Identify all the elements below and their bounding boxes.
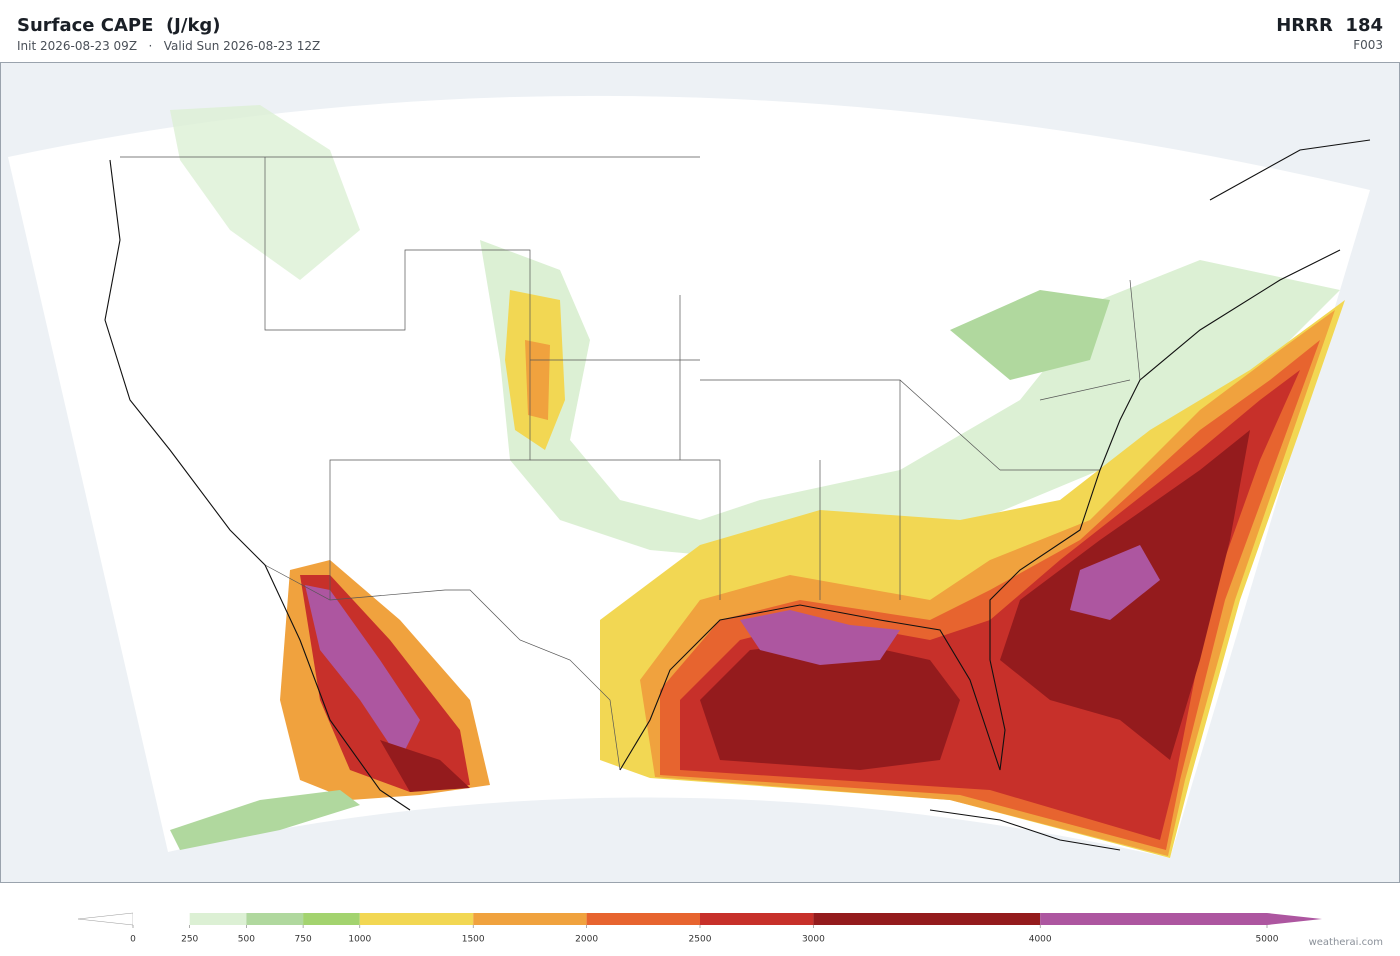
valid-time: Valid Sun 2026-08-23 12Z xyxy=(163,39,321,53)
colorbar-tick-label: 2500 xyxy=(689,935,712,945)
border-line xyxy=(264,157,531,600)
border-line xyxy=(530,295,1001,600)
field-orange xyxy=(525,340,550,420)
colorbar-segment xyxy=(246,913,304,925)
colorbar-extend-high xyxy=(1267,913,1322,925)
coastline xyxy=(104,159,411,811)
title: Surface CAPE (J/kg) xyxy=(17,15,221,36)
field-green xyxy=(170,790,360,850)
colorbar-extend-low xyxy=(77,912,134,926)
field-purple xyxy=(740,610,900,665)
colorbar-tick-label: 4000 xyxy=(1029,935,1052,945)
colorbar-segment xyxy=(1040,913,1267,925)
watermark: weatherai.com xyxy=(1309,937,1383,948)
field-green xyxy=(950,290,1110,380)
colorbar-segment xyxy=(359,913,474,925)
colorbar: 0 250 500 750 1000 1500 2000 2500 3000 4000 5000 xyxy=(77,912,1322,945)
colorbar-segment xyxy=(473,913,587,925)
colorbar-segment xyxy=(813,913,1041,925)
field-light xyxy=(480,240,1340,600)
colorbar-tick-label: 1500 xyxy=(462,935,485,945)
colorbar-tick-label: 0 xyxy=(130,935,136,945)
init-time: Init 2026-08-23 09Z xyxy=(17,39,138,53)
border-line xyxy=(264,564,621,771)
colorbar-tick-label: 2000 xyxy=(575,935,598,945)
map xyxy=(0,62,1400,883)
separator: · xyxy=(148,39,153,53)
colorbar-tick-label: 5000 xyxy=(1256,935,1279,945)
boundaries xyxy=(120,156,1141,771)
field-purple xyxy=(305,585,420,760)
subtitle: Init 2026-08-23 09Z · Valid Sun 2026-08-… xyxy=(17,39,320,53)
forecast-hour: F003 xyxy=(1353,38,1383,52)
coastlines xyxy=(104,139,1371,851)
colorbar-segment xyxy=(586,913,700,925)
colorbar-segment xyxy=(700,913,814,925)
field-purple xyxy=(1070,545,1160,620)
cape-field xyxy=(170,105,1345,858)
colorbar-tick-label: 250 xyxy=(181,935,198,945)
colorbar-tick-label: 3000 xyxy=(802,935,825,945)
colorbar-segment xyxy=(303,913,360,925)
model-run: HRRR 184 xyxy=(1276,15,1383,36)
colorbar-segment xyxy=(133,913,190,925)
field-dark-red xyxy=(700,640,960,770)
colorbar-tick-label: 750 xyxy=(295,935,312,945)
colorbar-tick-label: 1000 xyxy=(348,935,371,945)
coastline xyxy=(1209,139,1371,201)
colorbar-tick-label: 500 xyxy=(238,935,255,945)
coastline xyxy=(929,809,1121,851)
colorbar-segment xyxy=(189,913,247,925)
field-dark-red xyxy=(380,740,470,792)
coastline xyxy=(619,249,1341,771)
border-line xyxy=(1000,279,1141,471)
